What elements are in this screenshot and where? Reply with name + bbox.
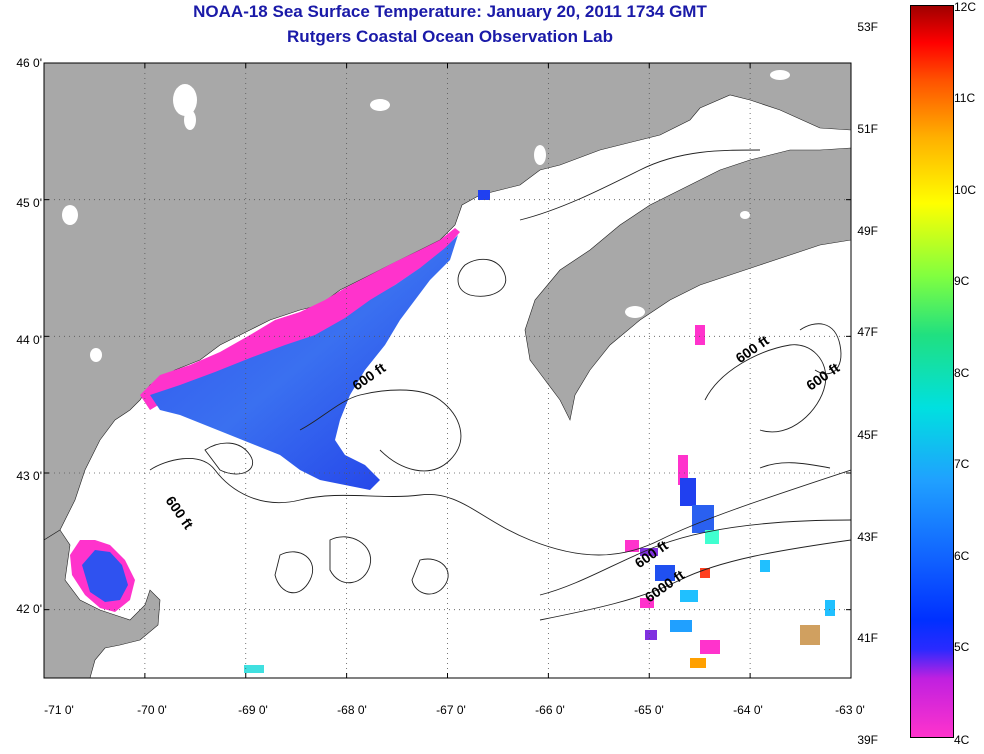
colorbar-f-47: 47F: [857, 325, 878, 339]
lat-tick-42: 42 0': [16, 602, 42, 616]
axis-tick-marks: [43, 62, 852, 678]
lon-tick-64: -64 0': [733, 703, 763, 717]
cape-cod-landmass: [44, 529, 161, 678]
lon-tick-70: -70 0': [137, 703, 167, 717]
colorbar-c-11: 11C: [954, 91, 976, 105]
lon-tick-68: -68 0': [337, 703, 367, 717]
lat-tick-43: 43 0': [16, 469, 42, 483]
inland-lakes: [62, 70, 790, 362]
colorbar-c-5: 5C: [954, 640, 970, 654]
lon-tick-65: -65 0': [634, 703, 664, 717]
colorbar-f-43: 43F: [857, 530, 878, 544]
colorbar-c-9: 9C: [954, 274, 970, 288]
lat-tick-44: 44 0': [16, 333, 42, 347]
colorbar-f-41: 41F: [857, 631, 878, 645]
offshore-sst-patches: [244, 190, 835, 673]
lon-tick-67: -67 0': [436, 703, 466, 717]
lon-tick-69: -69 0': [238, 703, 268, 717]
nova-scotia-landmass: [524, 147, 851, 421]
lat-tick-45: 45 0': [16, 196, 42, 210]
lon-tick-63: -63 0': [835, 703, 865, 717]
map-subtitle: Rutgers Coastal Ocean Observation Lab: [287, 27, 613, 46]
colorbar-f-53: 53F: [857, 20, 878, 34]
colorbar-f-49: 49F: [857, 224, 878, 238]
colorbar-c-7: 7C: [954, 457, 970, 471]
colorbar-c-10: 10C: [954, 183, 977, 197]
lon-tick-66: -66 0': [535, 703, 565, 717]
cold-water-mass-gulf-of-maine: [150, 235, 458, 490]
colorbar-c-12: 12C: [954, 0, 977, 14]
lon-tick-71: -71 0': [44, 703, 74, 717]
colorbar-c-6: 6C: [954, 549, 970, 563]
bathymetry-contours: [149, 149, 851, 621]
cold-water-massachusetts-blue: [82, 550, 128, 602]
colorbar-f-39: 39F: [857, 733, 878, 747]
lat-tick-46: 46 0': [16, 56, 42, 70]
cold-coastal-water-pink: [140, 228, 460, 410]
colorbar-c-8: 8C: [954, 366, 970, 380]
colorbar-f-45: 45F: [857, 428, 878, 442]
colorbar-c-4: 4C: [954, 733, 970, 747]
map-title: NOAA-18 Sea Surface Temperature: January…: [193, 2, 707, 21]
temperature-colorbar: [910, 5, 954, 738]
colorbar-f-51: 51F: [857, 122, 878, 136]
